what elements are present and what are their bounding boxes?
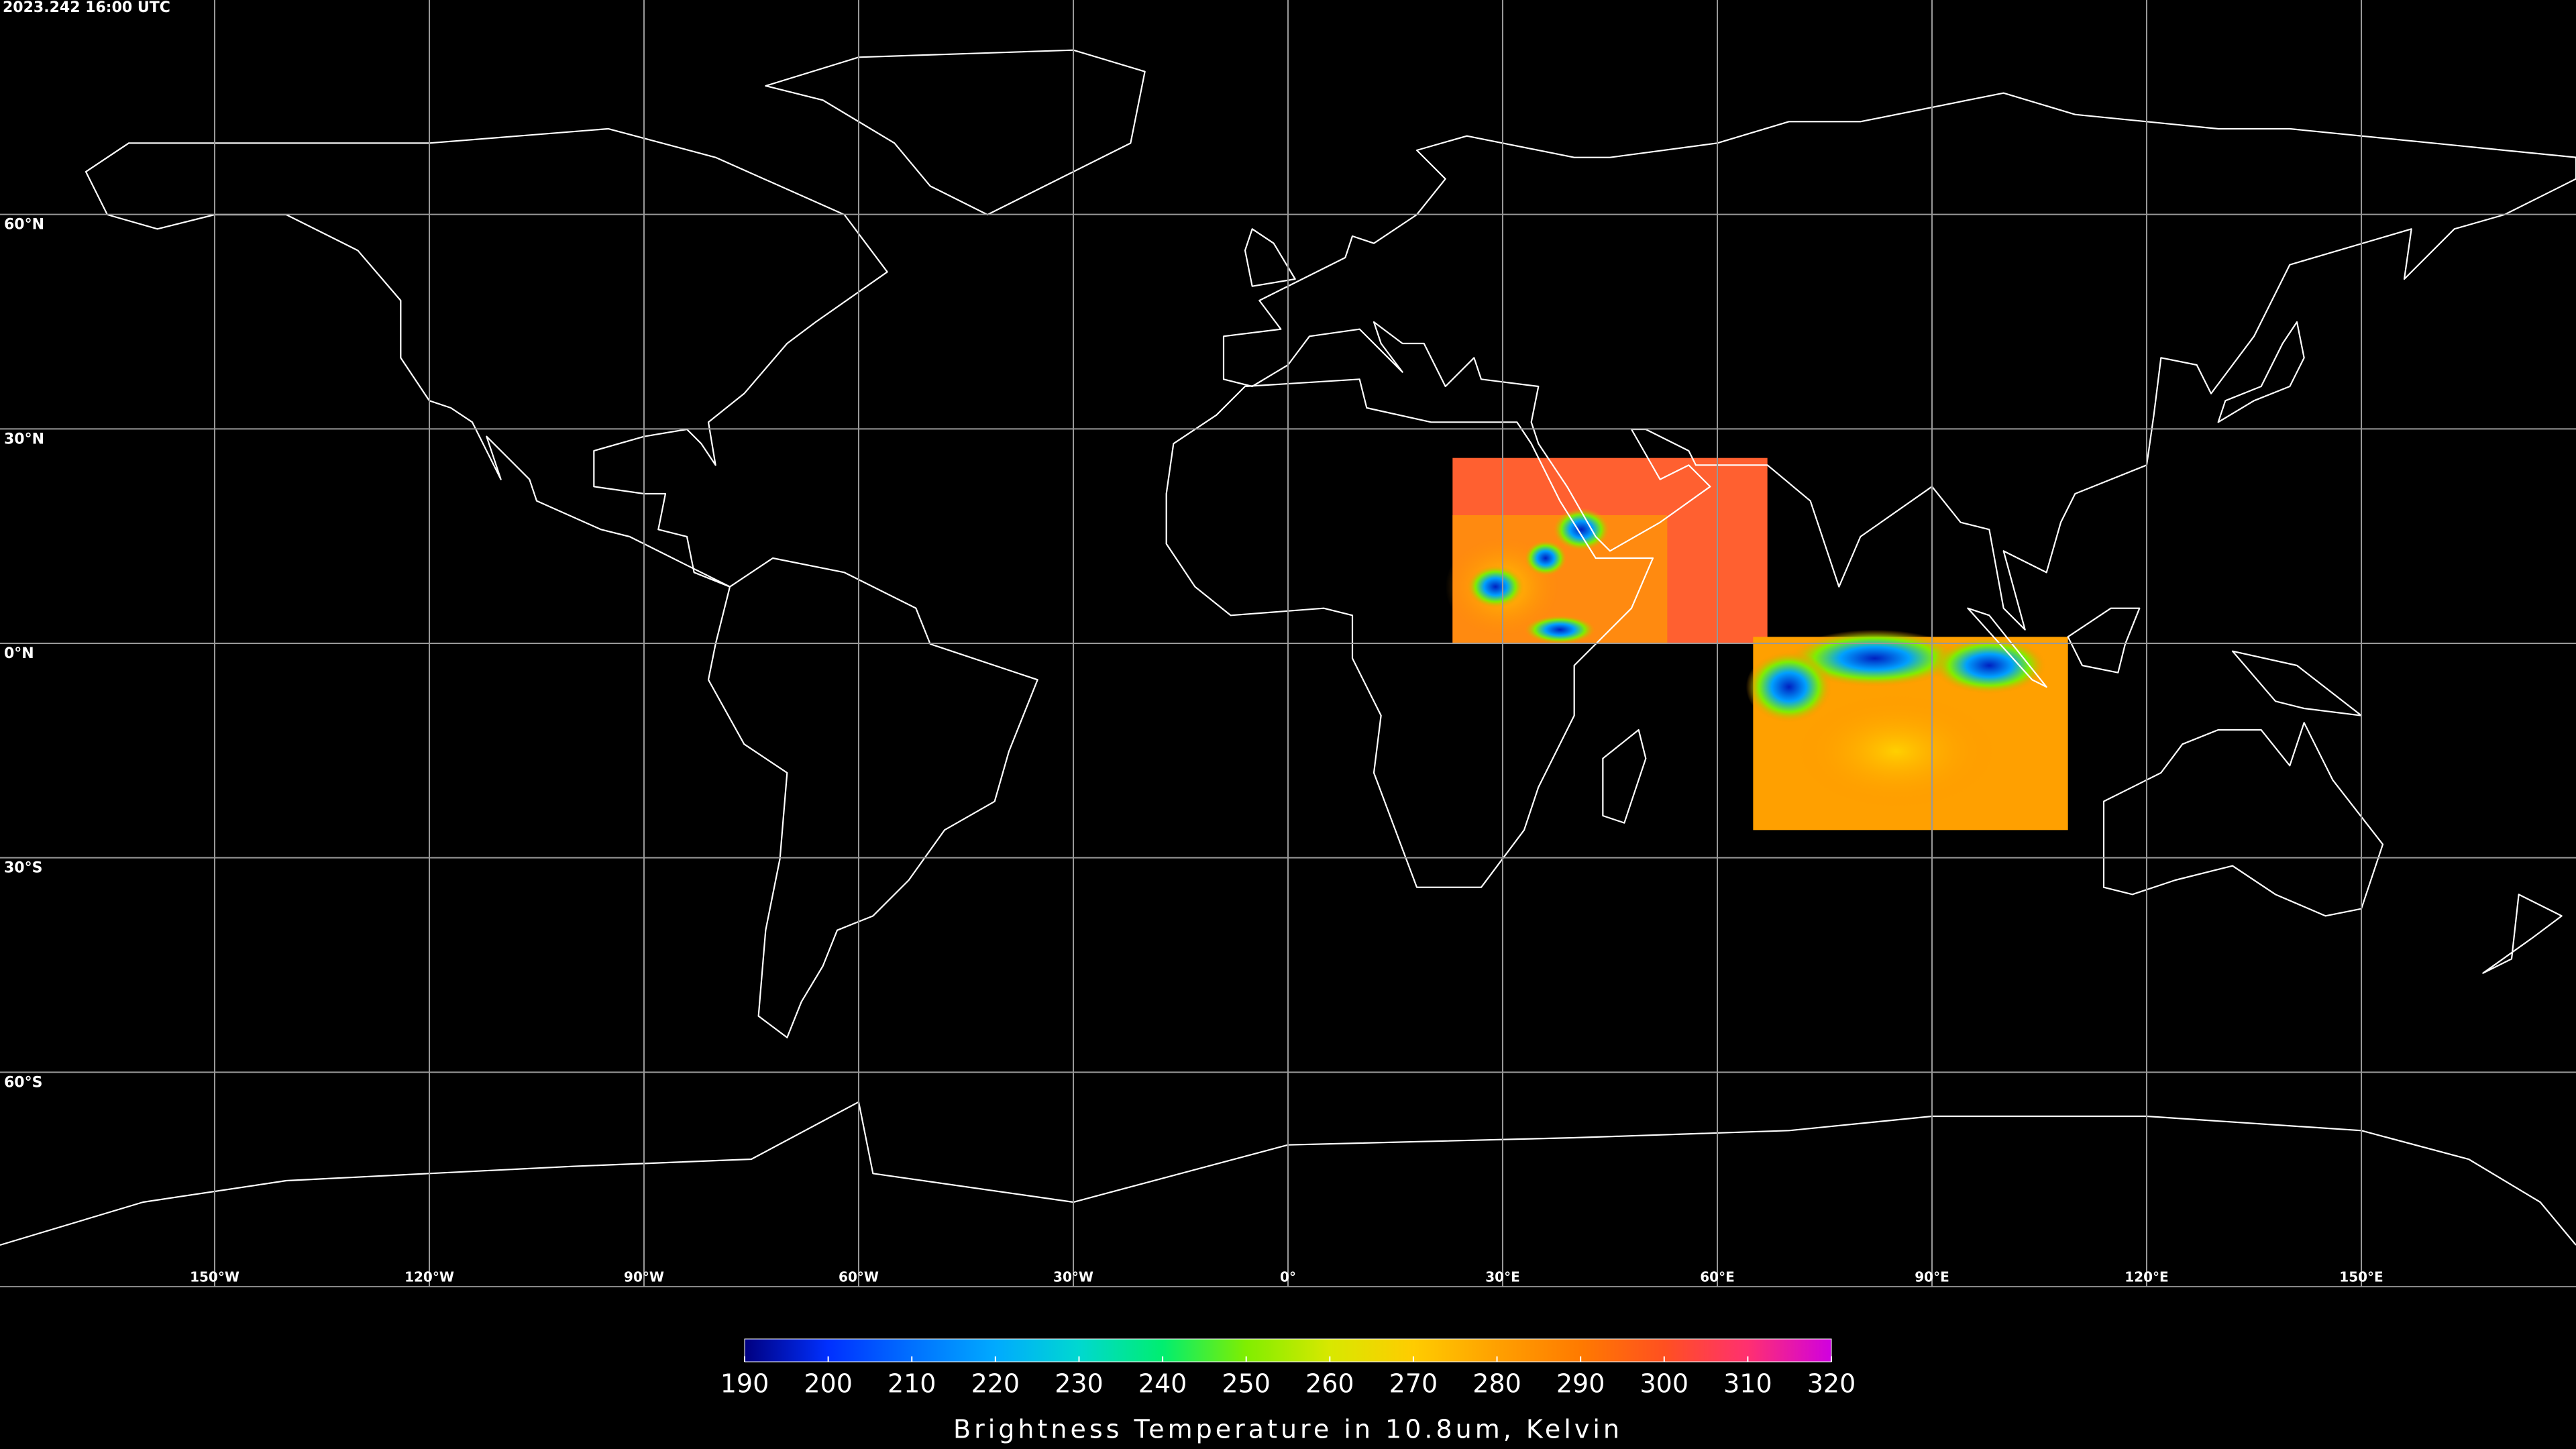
colorbar-tick-label: 270 [1389,1369,1438,1399]
lon-label: 0° [1280,1269,1296,1285]
lon-label: 60°E [1700,1269,1735,1285]
colorbar-tick-label: 220 [971,1369,1020,1399]
colorbar-tick-label: 230 [1055,1369,1104,1399]
coastline [86,129,888,587]
lon-label: 30°E [1485,1269,1520,1285]
lon-label: 150°E [2339,1269,2383,1285]
coastline [1167,379,1653,887]
cloud [1796,694,1997,809]
colorbar-tick-label: 260 [1305,1369,1354,1399]
colorbar-tick-label: 210 [888,1369,936,1399]
coastline [2104,722,2383,916]
coastline [1224,93,2576,630]
colorbar-tick-label: 290 [1556,1369,1605,1399]
lon-label: 120°E [2125,1269,2168,1285]
colorbar [744,1338,1832,1362]
cloud [1524,540,1568,576]
cloud [1466,565,1525,608]
colorbar-tick-label: 310 [1723,1369,1772,1399]
lat-label: 0°N [4,645,34,662]
cloud [1746,651,1832,723]
cloud [1524,615,1596,644]
lon-label: 60°W [839,1269,879,1285]
lat-label: 30°S [4,860,42,877]
lon-label: 30°W [1053,1269,1093,1285]
colorbar-tick-label: 300 [1640,1369,1689,1399]
lon-label: 90°W [624,1269,664,1285]
colorbar-title: Brightness Temperature in 10.8um, Kelvin [953,1415,1623,1444]
lon-label: 120°W [405,1269,454,1285]
timestamp: 2023.242 16:00 UTC [3,0,170,16]
colorbar-tick-label: 280 [1472,1369,1521,1399]
lon-label: 150°W [190,1269,239,1285]
colorbar-tick-label: 200 [804,1369,853,1399]
colorbar-tick-label: 240 [1138,1369,1187,1399]
cloud [1552,508,1611,551]
lat-label: 60°S [4,1074,42,1091]
colorbar-tick-label: 320 [1807,1369,1856,1399]
coastline [1603,730,1646,823]
colorbar-tick-label: 190 [720,1369,769,1399]
lon-label: 90°E [1915,1269,1949,1285]
lat-label: 30°N [4,431,44,447]
lat-label: 60°N [4,217,44,233]
colorbar-tick-label: 250 [1222,1369,1271,1399]
coastline [708,558,1038,1038]
